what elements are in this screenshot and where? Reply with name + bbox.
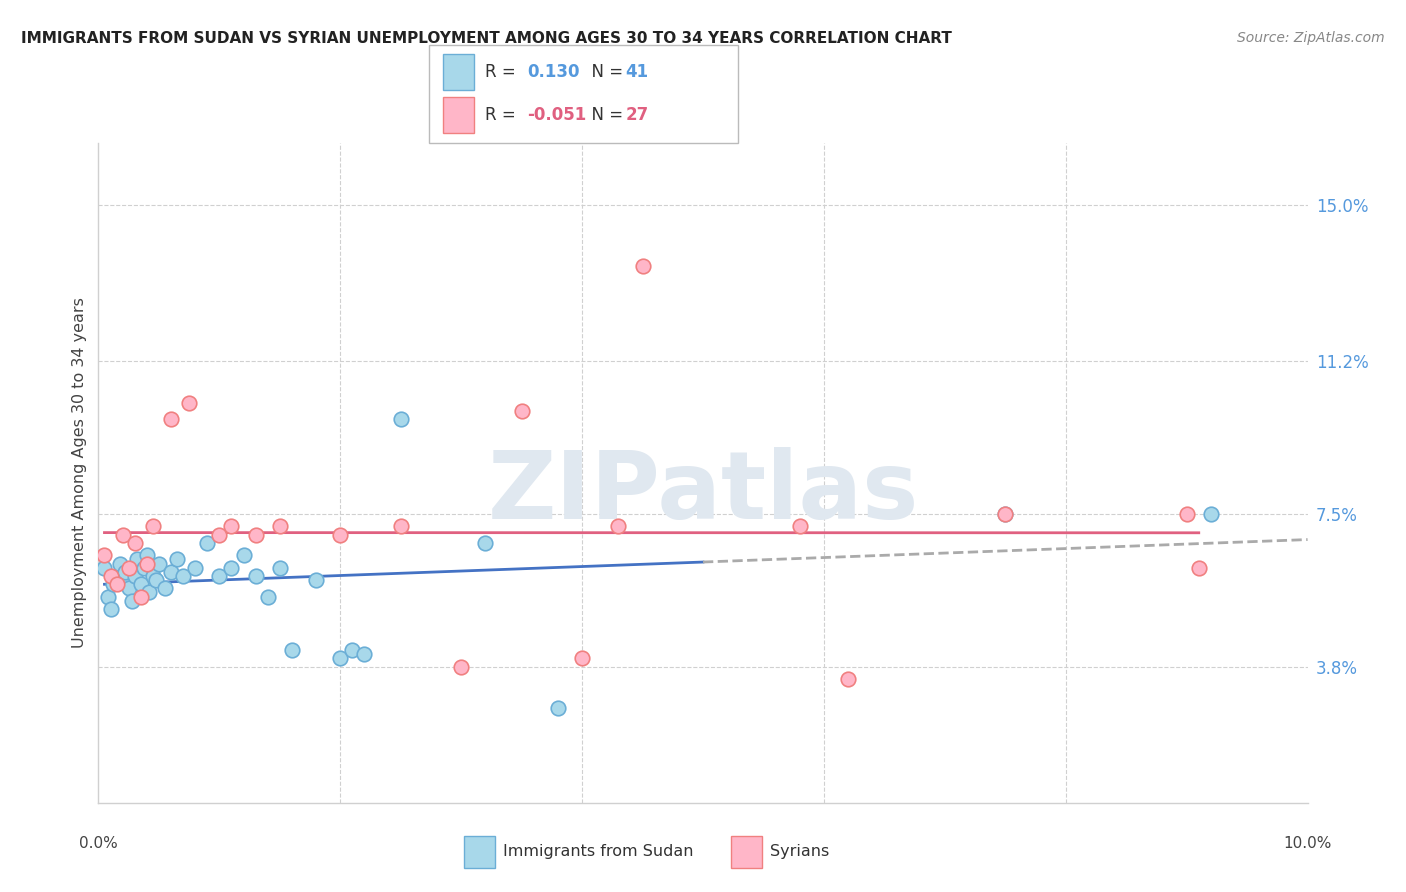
Point (631, 260, 654, 274)
Text: N =: N = (581, 106, 628, 124)
Point (245, 527, 267, 541)
Point (607, 519, 630, 533)
Text: Immigrants from Sudan: Immigrants from Sudan (503, 845, 693, 859)
Point (172, 569, 194, 583)
Text: 41: 41 (626, 63, 648, 81)
Point (114, 565, 136, 579)
Point (353, 648, 375, 662)
Point (1175, 507, 1198, 521)
Point (121, 593, 143, 607)
Point (111, 573, 134, 587)
Point (510, 404, 533, 418)
Point (100, 569, 122, 583)
Point (195, 536, 218, 550)
Text: 27: 27 (626, 106, 650, 124)
Point (118, 560, 141, 574)
Point (135, 548, 157, 563)
Point (474, 536, 496, 550)
Point (221, 560, 243, 574)
Point (1188, 560, 1211, 574)
Point (129, 577, 152, 591)
Point (179, 395, 201, 409)
Point (105, 577, 128, 591)
Text: 10.0%: 10.0% (1284, 836, 1331, 851)
Text: N =: N = (581, 63, 628, 81)
Point (389, 519, 412, 533)
Point (837, 672, 859, 686)
Point (329, 651, 352, 665)
Y-axis label: Unemployment Among Ages 30 to 34 years: Unemployment Among Ages 30 to 34 years (72, 297, 87, 648)
Point (100, 602, 122, 616)
Point (160, 565, 183, 579)
Point (184, 560, 207, 574)
Text: -0.051: -0.051 (527, 106, 586, 124)
Point (994, 507, 1017, 521)
Point (124, 536, 146, 550)
Point (571, 651, 593, 665)
Point (232, 548, 254, 563)
Text: IMMIGRANTS FROM SUDAN VS SYRIAN UNEMPLOYMENT AMONG AGES 30 TO 34 YEARS CORRELATI: IMMIGRANTS FROM SUDAN VS SYRIAN UNEMPLOY… (21, 31, 952, 46)
Point (342, 643, 364, 657)
Point (789, 519, 811, 533)
Point (1199, 507, 1222, 521)
Text: R =: R = (485, 106, 522, 124)
Point (138, 585, 160, 599)
Point (547, 701, 569, 715)
Point (269, 519, 291, 533)
Point (160, 412, 183, 426)
Point (305, 573, 328, 587)
Point (281, 643, 304, 657)
Text: 0.0%: 0.0% (79, 836, 118, 851)
Point (127, 552, 149, 566)
Text: Syrians: Syrians (770, 845, 830, 859)
Point (142, 519, 165, 533)
Point (208, 527, 231, 541)
Point (269, 560, 291, 574)
Point (111, 527, 134, 541)
Point (256, 590, 278, 604)
Text: Source: ZipAtlas.com: Source: ZipAtlas.com (1237, 31, 1385, 45)
Point (118, 582, 141, 596)
Point (101, 577, 124, 591)
Point (97, 590, 120, 604)
Point (145, 573, 167, 587)
Point (148, 557, 170, 571)
Text: 0.130: 0.130 (527, 63, 579, 81)
Point (134, 560, 156, 574)
Point (994, 507, 1017, 521)
Point (108, 557, 131, 571)
Point (93, 548, 115, 563)
Point (129, 590, 152, 604)
Point (245, 569, 267, 583)
Point (329, 527, 352, 541)
Point (389, 412, 412, 426)
Point (142, 569, 165, 583)
Text: ZIPatlas: ZIPatlas (488, 447, 918, 539)
Point (153, 582, 176, 596)
Point (124, 569, 146, 583)
Point (105, 569, 128, 583)
Text: R =: R = (485, 63, 522, 81)
Point (450, 659, 472, 673)
Point (93, 560, 115, 574)
Point (166, 552, 188, 566)
Point (208, 569, 231, 583)
Point (221, 519, 243, 533)
Point (135, 557, 157, 571)
